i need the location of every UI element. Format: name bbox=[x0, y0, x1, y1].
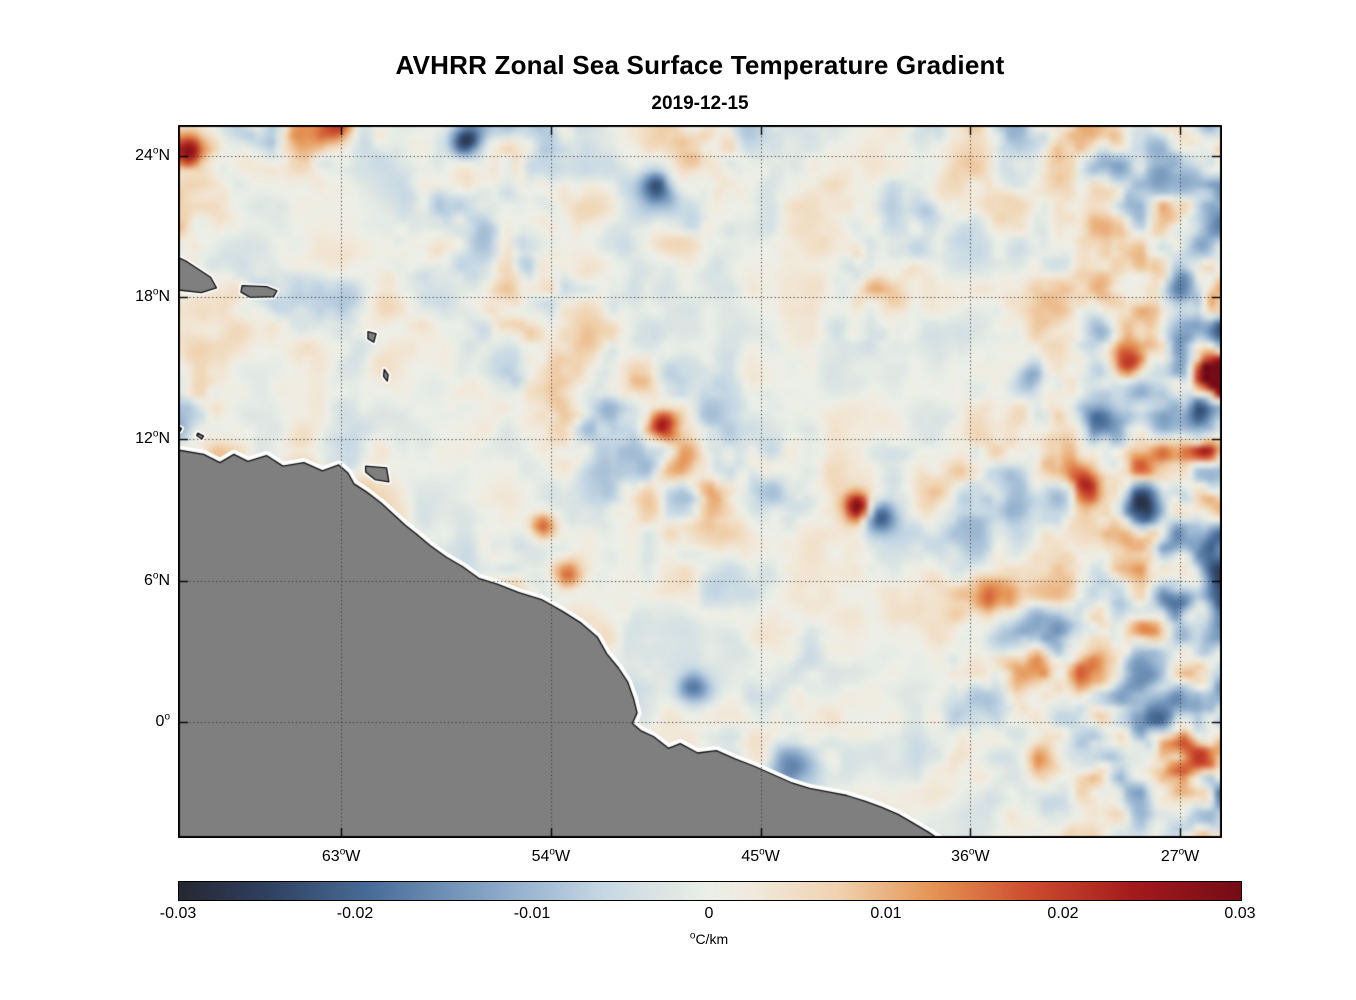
lon-tick-label: 27oW bbox=[1160, 846, 1200, 865]
colorbar-tick-label: -0.03 bbox=[159, 905, 197, 922]
lat-tick-label: 18oN bbox=[135, 287, 170, 306]
lat-tick-label: 6oN bbox=[143, 570, 170, 589]
lat-tick-label: 24oN bbox=[135, 145, 170, 164]
colorbar-tick-label: -0.02 bbox=[336, 905, 374, 922]
colorbar-tick-label: 0.02 bbox=[1047, 905, 1079, 922]
colorbar-tick-label: 0.03 bbox=[1224, 905, 1256, 922]
colorbar-tick-label: -0.01 bbox=[513, 905, 551, 922]
lon-tick-label: 45oW bbox=[741, 846, 780, 865]
colorbar-unit-label: oC/km bbox=[178, 931, 1240, 947]
lon-tick-label: 63oW bbox=[321, 846, 361, 865]
colorbar-tick-label: 0 bbox=[704, 905, 714, 922]
chart-date-subtitle: 2019-12-15 bbox=[651, 93, 749, 114]
lat-tick-label: 0o bbox=[155, 711, 170, 731]
colorbar bbox=[178, 881, 1242, 901]
lon-tick-label: 54oW bbox=[531, 846, 571, 865]
sst-gradient-heatmap-canvas bbox=[178, 125, 1222, 838]
lon-tick-label: 36oW bbox=[951, 846, 990, 865]
chart-title: AVHRR Zonal Sea Surface Temperature Grad… bbox=[395, 50, 1005, 80]
unit-text: C/km bbox=[695, 931, 729, 947]
degree-symbol: o bbox=[689, 930, 696, 942]
colorbar-gradient-canvas bbox=[179, 882, 1241, 900]
lat-tick-label: 12oN bbox=[135, 428, 170, 447]
colorbar-tick-label: 0.01 bbox=[870, 905, 902, 922]
map-plot-area bbox=[178, 125, 1222, 838]
